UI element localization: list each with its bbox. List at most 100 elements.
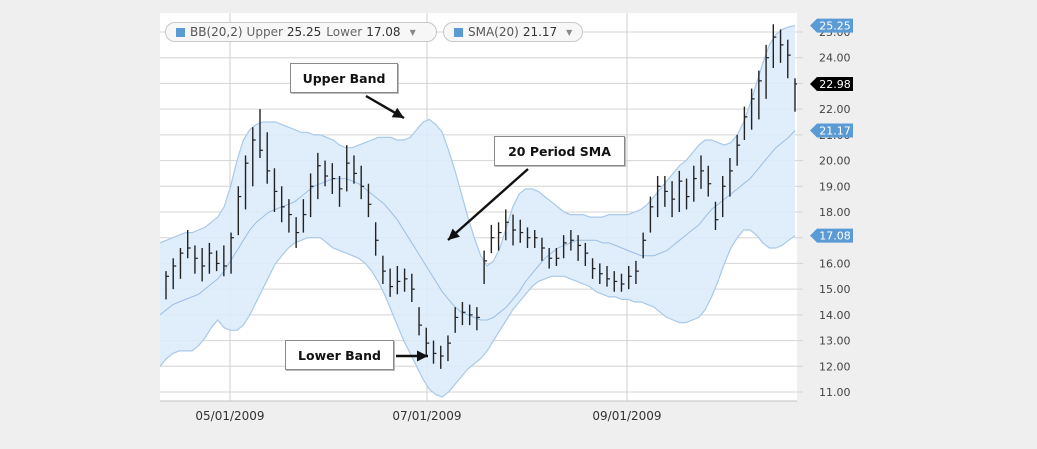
- price-bar: [794, 78, 797, 112]
- price-bar: [613, 271, 618, 292]
- price-bar: [237, 186, 242, 236]
- price-bar: [736, 134, 741, 166]
- price-bar: [280, 186, 285, 223]
- price-bar: [273, 168, 278, 212]
- price-bar: [382, 255, 386, 284]
- price-bar: [591, 258, 596, 279]
- price-bar: [620, 273, 625, 292]
- price-bar: [194, 245, 198, 274]
- badge-sma: 21.17: [810, 123, 853, 138]
- price-bar: [584, 242, 589, 266]
- lower-band-line: [160, 229, 796, 398]
- price-bar: [685, 178, 690, 210]
- price-bar: [179, 248, 184, 279]
- price-bar: [606, 266, 611, 287]
- arrow-upper-band: [365, 94, 405, 120]
- x-axis-ticks: 05/01/2009 07/01/2009 09/01/2009: [195, 409, 661, 423]
- legend-sma[interactable]: SMA(20) 21.17 ▼: [443, 22, 583, 42]
- y-tick-label: 14.00: [819, 309, 851, 322]
- price-bar: [454, 307, 459, 333]
- legend-bollinger[interactable]: BB(20,2) Upper 25.25 Lower 17.08 ▼: [165, 22, 437, 42]
- price-bar: [722, 176, 726, 218]
- callout-upper-band: Upper Band: [290, 63, 398, 93]
- chevron-down-icon[interactable]: ▼: [409, 27, 416, 37]
- price-bar: [468, 304, 473, 326]
- price-bar: [367, 183, 372, 218]
- price-bar: [671, 181, 676, 218]
- price-bar: [758, 70, 762, 120]
- price-bar: [534, 230, 538, 248]
- y-tick-label: 22.00: [819, 103, 851, 116]
- price-bar: [526, 227, 531, 248]
- price-bar: [440, 345, 444, 369]
- price-bar: [389, 268, 394, 297]
- price-bar: [403, 268, 408, 292]
- price-bar: [360, 165, 365, 200]
- price-bar: [266, 132, 271, 184]
- price-bar: [208, 242, 213, 274]
- price-bar: [787, 39, 791, 79]
- price-bar: [317, 152, 321, 200]
- badge-lower: 17.08: [810, 228, 853, 243]
- price-bar: [252, 127, 256, 187]
- y-tick-label: 16.00: [819, 257, 851, 270]
- price-bar: [259, 109, 263, 158]
- y-tick-label: 15.00: [819, 283, 851, 296]
- x-tick-label: 05/01/2009: [195, 409, 264, 423]
- bb-label: BB(20,2): [190, 25, 243, 39]
- bb-lower-label: Lower: [326, 25, 363, 39]
- price-bar: [599, 263, 603, 284]
- price-bar: [656, 176, 661, 218]
- price-bar: [346, 145, 350, 192]
- price-bars: [165, 24, 797, 369]
- bb-swatch: [176, 27, 185, 37]
- price-bar: [541, 237, 545, 261]
- price-bar: [714, 201, 719, 230]
- price-bar: [664, 176, 668, 207]
- y-tick-label: 18.00: [819, 206, 851, 219]
- price-bar: [649, 196, 654, 233]
- bb-lower-value: 17.08: [366, 25, 401, 39]
- price-bar: [519, 219, 524, 243]
- badge-upper: 25.25: [810, 18, 853, 33]
- price-bar: [628, 266, 632, 290]
- price-bar: [743, 106, 748, 140]
- y-tick-label: 20.00: [819, 155, 851, 168]
- price-bar: [512, 214, 517, 246]
- sma-swatch: [454, 27, 463, 37]
- price-bar: [577, 235, 582, 261]
- badge-price: 22.98: [810, 76, 853, 91]
- price-bar: [309, 173, 314, 218]
- svg-text:17.08: 17.08: [819, 230, 851, 243]
- price-bar: [324, 160, 329, 187]
- y-tick-label: 12.00: [819, 360, 851, 373]
- price-bar: [230, 232, 235, 274]
- price-bar: [295, 217, 300, 248]
- price-bar: [483, 250, 488, 284]
- price-bar: [165, 271, 169, 300]
- price-bar: [396, 266, 401, 295]
- price-bar: [476, 307, 480, 331]
- price-bar: [678, 170, 683, 212]
- chevron-down-icon[interactable]: ▼: [566, 27, 573, 37]
- price-bar: [729, 158, 733, 197]
- price-bar: [642, 232, 647, 259]
- price-bar: [425, 327, 430, 356]
- svg-text:21.17: 21.17: [819, 124, 851, 137]
- annotation-arrows: [365, 94, 529, 362]
- price-bar: [765, 44, 770, 99]
- callout-lower-band: Lower Band: [285, 340, 394, 370]
- price-bar: [172, 258, 177, 290]
- price-bar: [548, 248, 553, 269]
- price-bar: [497, 222, 502, 251]
- svg-text:22.98: 22.98: [819, 78, 851, 91]
- y-tick-label: 19.00: [819, 180, 851, 193]
- x-tick-label: 09/01/2009: [592, 409, 661, 423]
- price-bar: [779, 29, 784, 63]
- price-bar: [201, 248, 206, 282]
- price-bar: [302, 199, 307, 233]
- price-bar: [570, 230, 574, 251]
- price-bar: [635, 260, 639, 284]
- callout-sma: 20 Period SMA: [494, 136, 625, 166]
